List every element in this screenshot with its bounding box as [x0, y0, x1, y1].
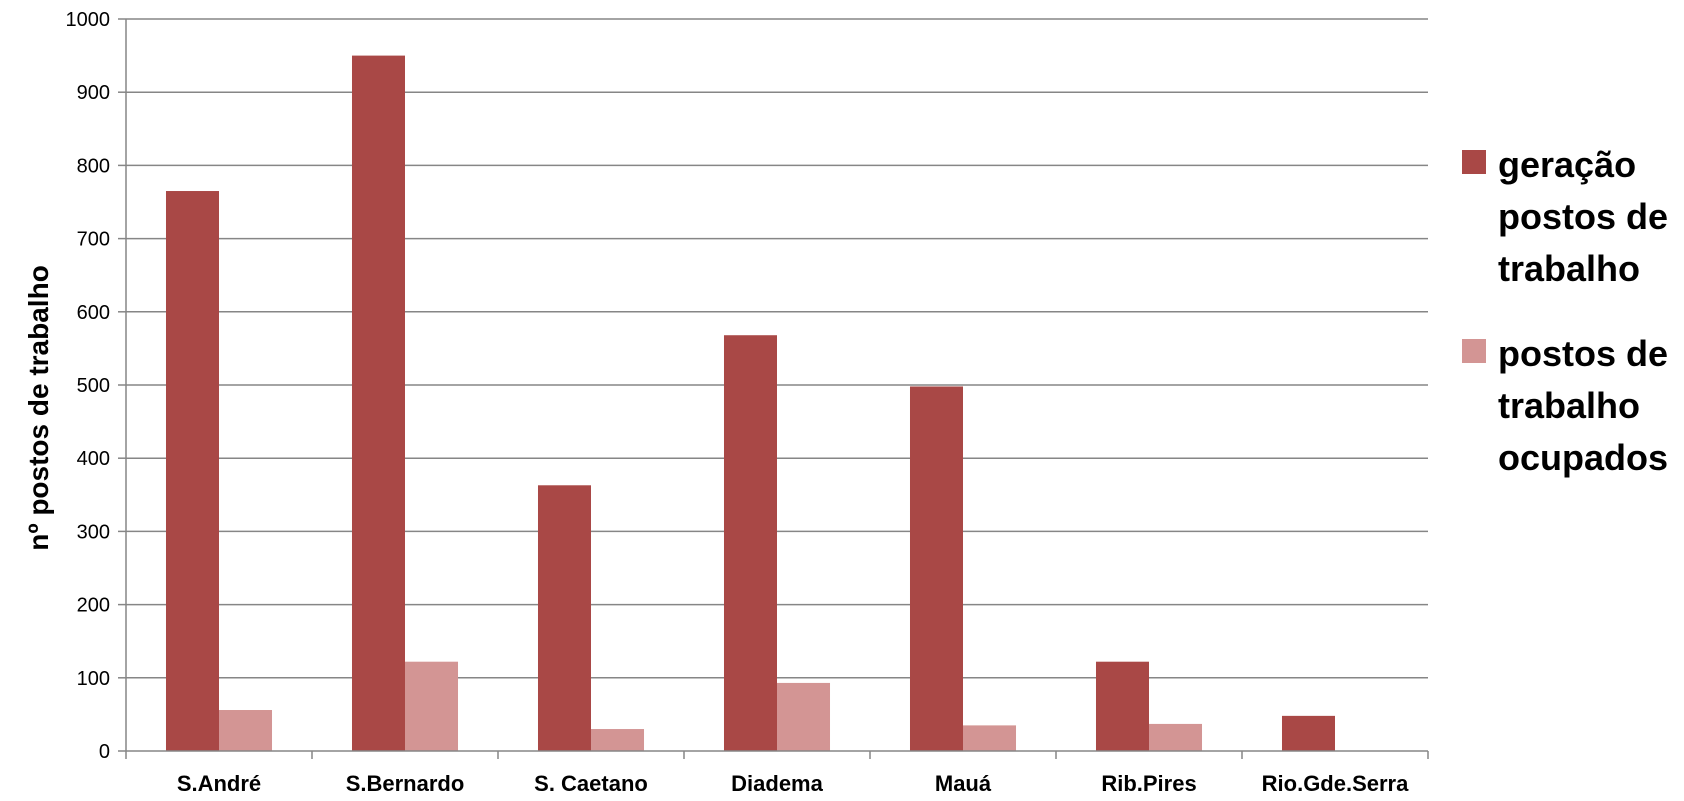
- y-tick-label: 0: [99, 741, 110, 763]
- bar-series-2: [591, 729, 644, 751]
- y-axis-ticks: 0 100 200 300 400 500 600 700 800 900 1000: [66, 9, 127, 763]
- bars: [166, 56, 1335, 751]
- bar-series-2: [405, 662, 458, 751]
- legend-label-line: trabalho: [1498, 385, 1640, 426]
- bar-series-1: [1096, 662, 1149, 751]
- legend-label-line: postos de: [1498, 196, 1668, 237]
- bar-series-2: [963, 725, 1016, 751]
- x-category-label: S.Bernardo: [346, 771, 465, 796]
- y-tick-label: 900: [77, 82, 110, 104]
- legend-label-line: trabalho: [1498, 248, 1640, 289]
- legend: geração postos de trabalho postos de trabalh…: [1462, 144, 1668, 478]
- bar-series-1: [910, 386, 963, 751]
- x-category-label: Rib.Pires: [1101, 771, 1196, 796]
- y-tick-label: 100: [77, 668, 110, 690]
- y-tick-label: 200: [77, 595, 110, 617]
- legend-entry: geração postos de trabalho: [1498, 144, 1668, 289]
- x-category-label: Mauá: [935, 771, 992, 796]
- bar-series-2: [219, 710, 272, 751]
- bar-series-2: [777, 683, 830, 751]
- x-category-label: Rio.Gde.Serra: [1262, 771, 1409, 796]
- bar-series-1: [1282, 716, 1335, 751]
- bar-series-1: [166, 191, 219, 751]
- legend-label-line: postos de: [1498, 333, 1668, 374]
- y-tick-label: 800: [77, 155, 110, 177]
- y-tick-label: 400: [77, 448, 110, 470]
- y-tick-label: 1000: [66, 9, 111, 31]
- bar-series-2: [1149, 724, 1202, 751]
- legend-label-line: ocupados: [1498, 437, 1668, 478]
- y-tick-label: 500: [77, 375, 110, 397]
- bar-series-1: [724, 335, 777, 751]
- bar-series-1: [538, 485, 591, 751]
- x-axis-categories: S.André S.Bernardo S. Caetano Diadema Mauá Ri…: [126, 751, 1428, 796]
- x-category-label: S. Caetano: [534, 771, 648, 796]
- y-tick-label: 600: [77, 302, 110, 324]
- x-category-label: Diadema: [731, 771, 823, 796]
- legend-label-line: geração: [1498, 144, 1636, 185]
- legend-swatch: [1462, 339, 1486, 363]
- bar-series-1: [352, 56, 405, 751]
- legend-swatch: [1462, 150, 1486, 174]
- y-tick-label: 700: [77, 229, 110, 251]
- y-axis-label: nº postos de trabalho: [23, 265, 54, 551]
- y-tick-label: 300: [77, 521, 110, 543]
- legend-entry: postos de trabalho ocupados: [1498, 333, 1668, 478]
- x-category-label: S.André: [177, 771, 261, 796]
